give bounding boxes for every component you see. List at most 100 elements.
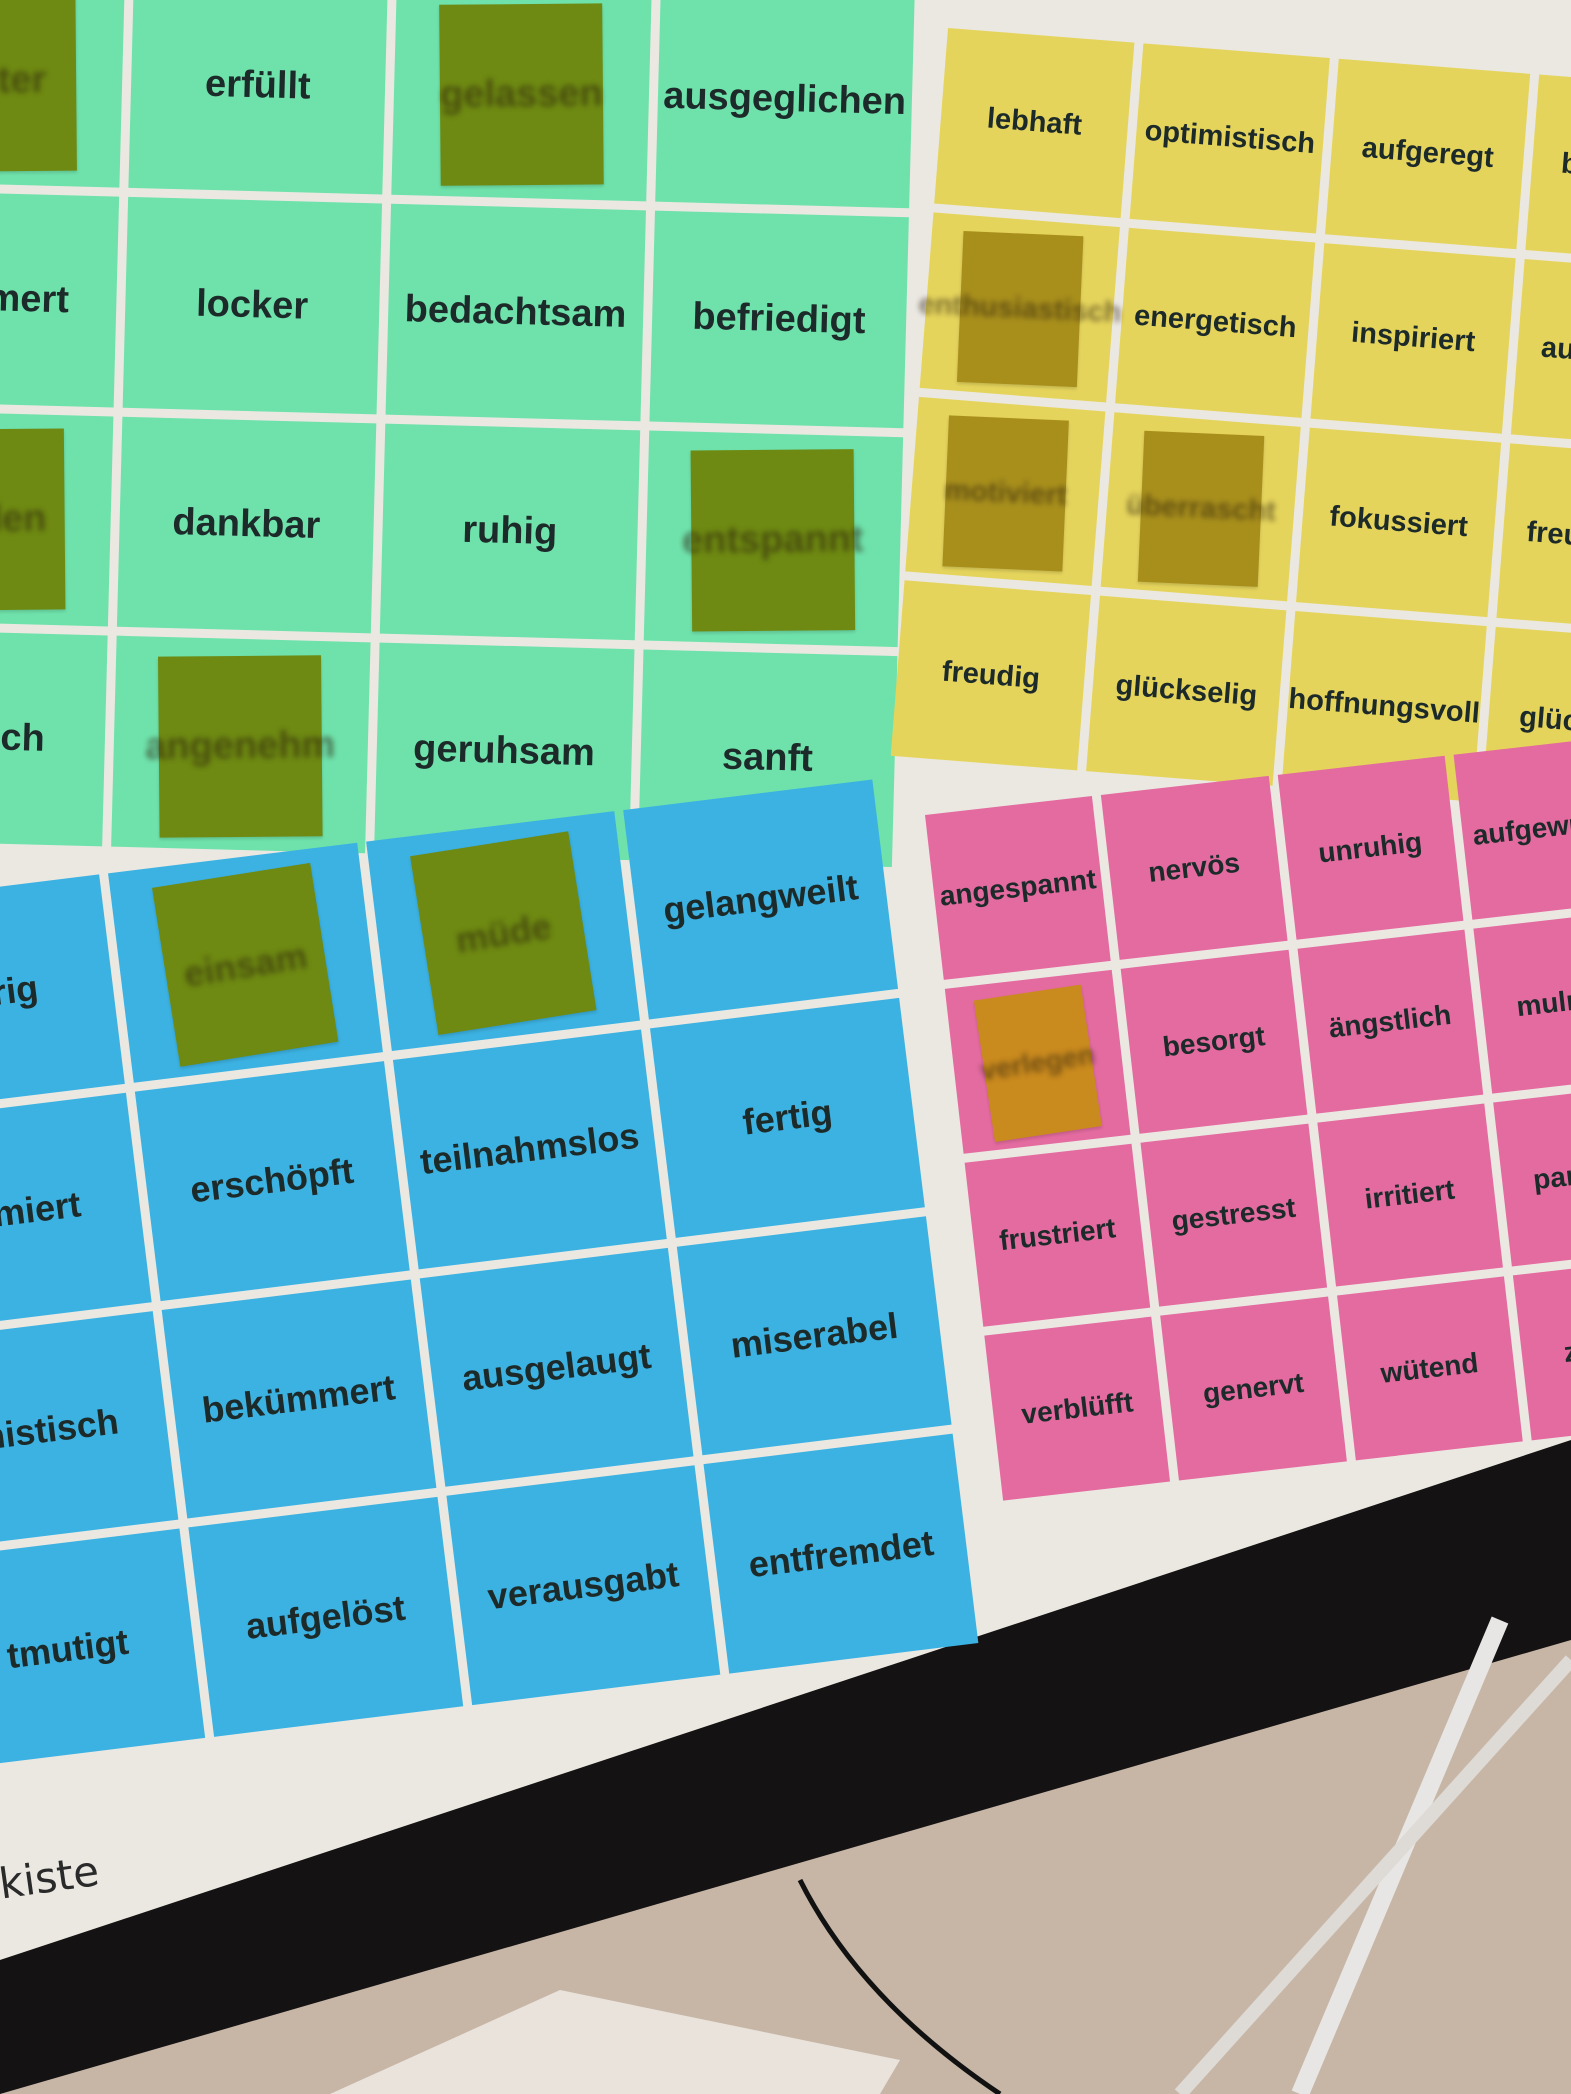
emotion-label: einsam [180,934,310,995]
emotion-cell[interactable]: primiert [0,1092,152,1333]
monitor-bezel [0,1440,1571,2094]
emotion-cell[interactable]: mulmig [1473,909,1571,1094]
emotion-cell[interactable]: gestresst [1140,1123,1327,1307]
emotion-label: teilnahmslos [417,1114,642,1183]
emotion-cell[interactable]: glückselig [1086,595,1287,786]
emotion-cell[interactable]: genervt [1160,1296,1347,1481]
sticky-note[interactable]: gelassen [438,3,604,186]
emotion-label: ausgeglichen [662,74,907,124]
emotion-cell[interactable]: optimistisch [1129,43,1331,234]
emotion-label: sanft [721,735,814,781]
emotion-cell[interactable]: entfremdet [703,1433,979,1674]
emotion-cell[interactable]: raurig [0,874,125,1115]
emotion-label: ängstlich [1327,998,1453,1044]
emotion-cell[interactable]: einsam [107,842,383,1083]
emotion-cell[interactable]: nervös [1101,775,1288,960]
emotion-cell[interactable]: aufgedreh [1510,258,1571,449]
emotion-cell[interactable]: unruhig [1277,755,1464,940]
emotion-cell[interactable]: ausgelaugt [419,1247,694,1488]
emotion-cell[interactable]: frustriert [964,1143,1151,1327]
emotion-label: angespannt [938,863,1098,912]
emotion-cell[interactable]: angespannt [925,795,1111,980]
sticky-note[interactable]: motiviert [942,414,1069,572]
emotion-label: aufgeregt [1360,132,1495,175]
emotion-label: frieden [0,498,47,542]
sticky-note[interactable]: einsam [151,862,339,1067]
emotion-cell[interactable]: überrascht [1100,411,1302,602]
emotion-cell[interactable]: fokussiert [1296,427,1502,618]
emotion-cell[interactable]: imistisch [0,1310,179,1551]
emotion-cell[interactable]: gelangweilt [623,779,899,1020]
sticky-note[interactable]: müde [409,831,597,1036]
emotion-cell[interactable]: entspannt [643,430,904,648]
emotion-cell[interactable]: aufgeregt [1325,58,1531,250]
emotion-label: befriedigt [691,295,867,342]
emotion-cell[interactable]: bedachtsam [385,203,646,421]
sticky-note[interactable]: frieden [0,428,66,612]
quadrant-yellow: lebhaft optimistisch aufgeregt begeister ent… [890,28,1571,817]
emotion-cell[interactable]: wütend [1336,1276,1523,1461]
sticky-note[interactable]: überrascht [1125,430,1276,587]
emotion-cell[interactable]: besorgt [1120,949,1307,1134]
sticky-note[interactable]: entspannt [682,449,864,633]
emotion-cell[interactable]: dankbar [116,416,377,634]
emotion-label: lebhaft [985,102,1084,143]
emotion-cell[interactable]: freudig [890,580,1092,771]
emotion-label: hoffnungsvoll [1287,682,1482,730]
emotion-cell[interactable]: enthusiastisch [918,212,1122,403]
emotion-cell[interactable]: gelassen [391,0,652,202]
emotion-cell[interactable]: befriedigt [648,210,909,428]
emotion-label: gestresst [1169,1192,1298,1237]
emotion-cell[interactable]: locker [122,196,383,414]
emotion-cell[interactable]: angenehm [110,635,371,854]
emotion-cell[interactable]: begeister [1525,74,1571,265]
emotion-label: unruhig [1316,825,1424,869]
emotion-cell[interactable]: tmutigt [0,1528,205,1769]
emotion-cell[interactable]: verausgabt [445,1465,721,1706]
sticky-note[interactable]: enthusiastisch [918,230,1122,387]
emotion-cell[interactable]: irritiert [1316,1103,1503,1287]
emotion-cell[interactable]: miserabel [677,1215,952,1456]
emotion-label: mütlich [0,714,46,760]
emotion-cell[interactable]: mütlich [0,629,108,847]
emotion-label: miserabel [728,1304,901,1366]
emotion-cell[interactable]: motiviert [905,396,1106,587]
emotion-cell[interactable]: aufgelöst [188,1497,463,1737]
emotion-cell[interactable]: zornig [1512,1256,1571,1441]
emotion-cell[interactable]: kümmert [0,189,119,408]
sticky-note[interactable]: angenehm [145,655,336,839]
emotion-cell[interactable]: inspiriert [1310,242,1516,434]
emotion-label: überrascht [1125,488,1277,528]
emotion-cell[interactable]: verblüfft [984,1316,1171,1501]
emotion-label: panisch [1531,1152,1571,1196]
emotion-cell[interactable]: müde [365,811,641,1051]
emotion-label: müde [452,904,554,961]
emotion-label: inspiriert [1350,316,1477,359]
emotion-cell[interactable]: bekümmert [161,1279,436,1519]
emotion-label: tmutigt [4,1620,131,1676]
emotion-label: locker [195,282,309,328]
emotion-label: verblüfft [1019,1386,1135,1430]
emotion-label: fertig [740,1091,835,1143]
emotion-cell[interactable]: ruhig [379,423,640,641]
emotion-label: entspannt [682,518,865,563]
emotion-cell[interactable]: frieden [0,409,113,627]
emotion-cell[interactable]: erschöpft [134,1060,410,1301]
emotion-cell[interactable]: erfüllt [127,0,388,195]
sticky-note[interactable]: verlegen [974,984,1102,1142]
emotion-cell[interactable]: freundlich [1496,442,1571,633]
emotion-cell[interactable]: ängstlich [1297,929,1483,1114]
emotion-label: verausgabt [485,1552,682,1617]
emotion-label: verlegen [978,1038,1098,1087]
emotion-cell[interactable]: panisch [1492,1083,1571,1267]
emotion-cell[interactable]: lebhaft [934,28,1135,218]
emotion-cell[interactable]: teilnahmslos [392,1029,667,1269]
emotion-cell[interactable]: verlegen [944,969,1131,1154]
sticky-note[interactable]: heiter [0,0,77,173]
emotion-cell[interactable]: energetisch [1115,227,1316,418]
emotion-cell[interactable]: heiter [0,0,125,188]
emotion-cell[interactable]: ausgeglichen [654,0,915,209]
emotion-cell[interactable]: aufgewühlt [1453,735,1571,920]
emotion-cell[interactable]: fertig [650,997,925,1238]
emotion-label: energetisch [1133,299,1298,345]
